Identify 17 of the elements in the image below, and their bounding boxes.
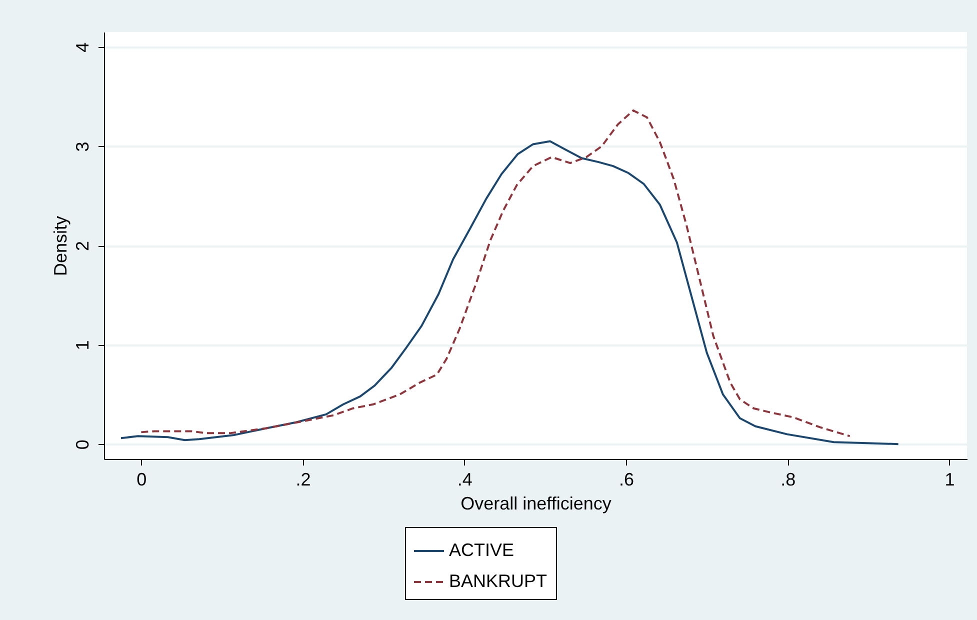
- y-tick-label: 4: [72, 42, 92, 52]
- line-series: [120, 140, 900, 446]
- y-tick-label: 2: [72, 240, 92, 252]
- x-tick-label: 0: [136, 470, 147, 490]
- y-tick-label: 3: [72, 142, 92, 152]
- x-tick-label: .2: [296, 470, 311, 490]
- x-tick-label: .6: [618, 470, 634, 490]
- y-axis-title: Density: [50, 216, 70, 276]
- x-tick-label: .8: [780, 470, 796, 490]
- y-tick-label: 0: [72, 440, 92, 450]
- legend-label: BANKRUPT: [449, 571, 548, 591]
- x-tick-label: .4: [457, 470, 472, 490]
- legend-label: ACTIVE: [449, 540, 514, 560]
- y-tick-label: 1: [72, 340, 92, 350]
- line-series: [140, 109, 851, 438]
- x-axis-title: Overall inefficiency: [460, 494, 612, 514]
- x-tick-label: 1: [944, 470, 955, 490]
